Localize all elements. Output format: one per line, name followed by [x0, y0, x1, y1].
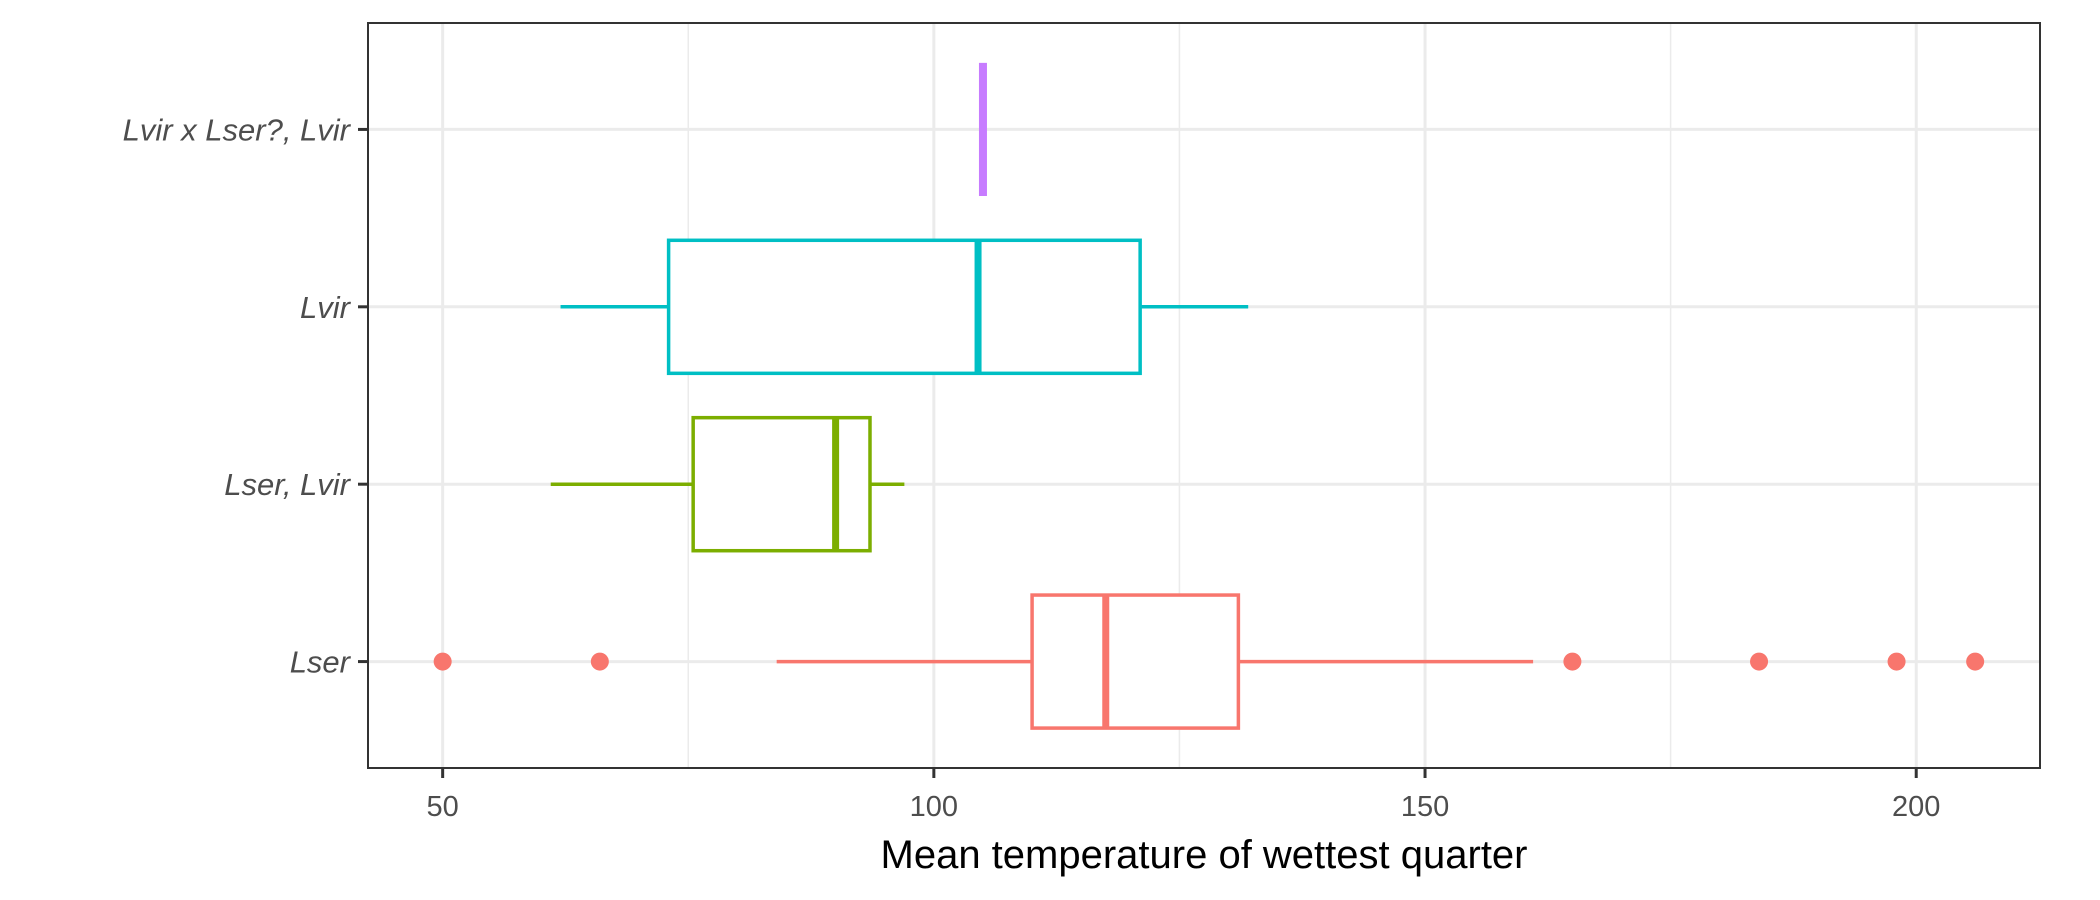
outlier-point	[1966, 652, 1985, 671]
box-series	[433, 62, 1985, 730]
x-tick-label: 50	[427, 791, 459, 823]
panel-border	[367, 22, 2041, 769]
x-tick-label: 150	[1401, 791, 1449, 823]
box-group	[560, 238, 1249, 376]
outlier-point	[1887, 652, 1906, 671]
iqr-box	[1030, 593, 1241, 730]
box-group	[550, 415, 905, 553]
x-tick-label: 200	[1892, 791, 1940, 823]
x-axis-title: Mean temperature of wettest quarter	[881, 833, 1528, 877]
axes: Lvir x Lser?, Lvir Lvir Lser, Lvir Lser 50 10…	[123, 112, 1941, 823]
y-tick-label: Lvir	[300, 290, 352, 325]
x-tick-label: 100	[910, 791, 958, 823]
outlier-point	[1750, 652, 1769, 671]
outlier-point	[590, 652, 609, 671]
y-tick-label: Lser	[290, 645, 352, 680]
iqr-box	[691, 415, 872, 553]
y-tick-label: Lser, Lvir	[224, 467, 351, 502]
box-group	[433, 593, 1985, 730]
outlier-point	[433, 652, 452, 671]
y-tick-label: Lvir x Lser?, Lvir	[123, 112, 352, 147]
iqr-box	[666, 238, 1142, 376]
outlier-point	[1563, 652, 1582, 671]
